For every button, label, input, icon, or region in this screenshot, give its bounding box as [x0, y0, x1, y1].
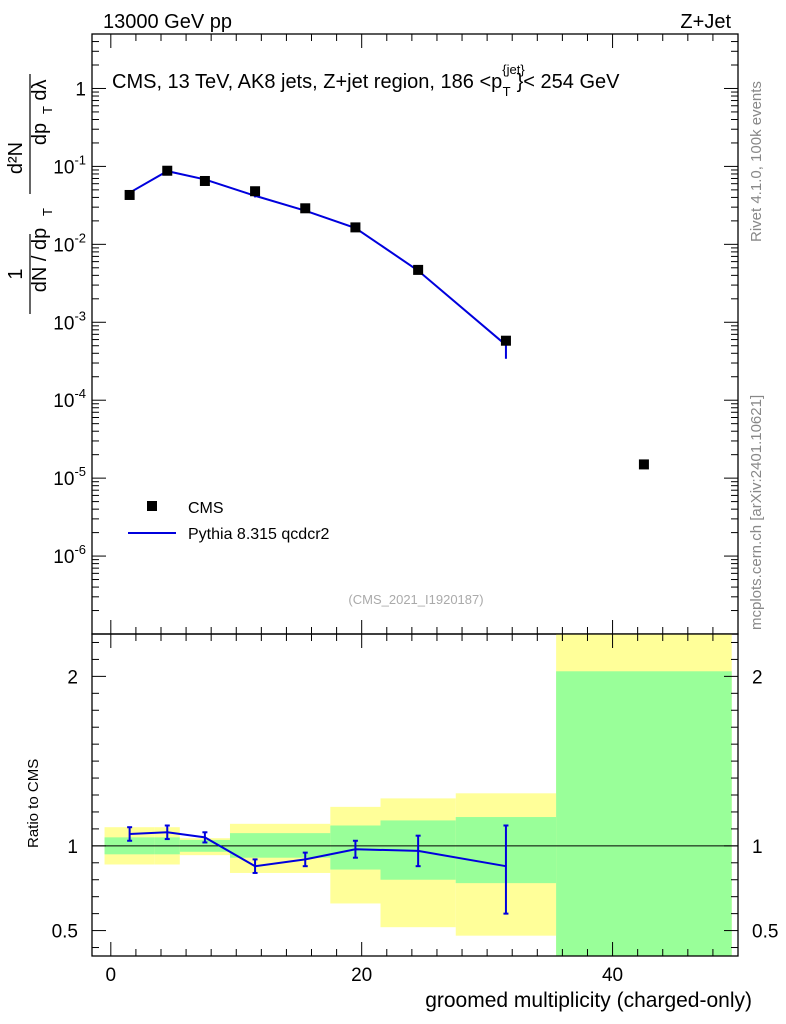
ratio-xtick-label: 20 [351, 965, 372, 986]
main-series [124, 165, 649, 470]
main-ytick-label: 1 [75, 79, 86, 100]
cms-data-point [250, 186, 261, 197]
mcplots-label: mcplots.cern.ch [arXiv:2401.10621] [748, 395, 765, 630]
legend-cms-label: CMS [188, 500, 224, 517]
cms-data-point [300, 203, 311, 214]
process-label: Z+Jet [680, 11, 731, 33]
ratio-ytick-label: 2 [67, 667, 78, 688]
cms-data-point [413, 264, 424, 275]
svg-text:dλ: dλ [29, 79, 51, 100]
cms-data-point [500, 335, 511, 346]
svg-text:d²N: d²N [5, 142, 27, 174]
ratio-ytick-label-right: 1 [752, 837, 763, 858]
svg-text:dp: dp [29, 123, 51, 145]
main-title-sup: {jet} [502, 62, 525, 77]
ratio-ytick-label-right: 0.5 [752, 922, 778, 943]
ratio-bands [104, 634, 732, 956]
cms-data-point [638, 459, 649, 470]
cms-data-point [124, 189, 135, 200]
main-plot: 1 10-1 10-2 10-3 10-4 10-5 10-6 CMS, 13 TeV, A… [5, 33, 739, 635]
rivet-label: Rivet 4.1.0, 100k events [748, 81, 765, 242]
legend: CMS Pythia 8.315 qcdcr2 [128, 500, 330, 543]
svg-text:dN / dp: dN / dp [29, 228, 51, 292]
mc-line [129, 170, 507, 346]
legend-cms-marker [147, 501, 157, 511]
main-title-tail: }< 254 GeV [517, 71, 621, 93]
energy-label: 13000 GeV pp [103, 11, 232, 33]
ratio-ylabel: Ratio to CMS [25, 759, 42, 848]
main-ytick-label: 10-4 [53, 386, 86, 412]
ratio-ytick-label: 0.5 [52, 922, 78, 943]
ratio-plot: 0.5 0.51 12 20 20 40 Ratio to CMS groomed mul… [25, 633, 778, 1012]
main-ylabel: 1 dN / dp T d²N dp T dλ [5, 74, 55, 314]
main-ytick-label: 10-1 [53, 152, 86, 178]
ratio-ytick-label: 1 [67, 837, 78, 858]
main-ytick-label: 10-5 [53, 464, 86, 490]
main-title: CMS, 13 TeV, AK8 jets, Z+jet region, 186… [112, 62, 620, 99]
cms-data-point [199, 175, 210, 186]
ratio-axes: 0.5 0.51 12 20 20 40 [52, 633, 778, 986]
main-frame [91, 33, 739, 635]
svg-text:1: 1 [5, 268, 27, 279]
ratio-series [127, 824, 509, 915]
ratio-xlabel: groomed multiplicity (charged-only) [425, 989, 752, 1012]
watermark: (CMS_2021_I1920187) [348, 592, 483, 607]
legend-pythia-label: Pythia 8.315 qcdcr2 [188, 526, 330, 543]
main-ytick-label: 10-3 [53, 308, 86, 334]
cms-data-point [350, 222, 361, 233]
main-ytick-label: 10-6 [53, 542, 86, 568]
main-axes: 1 10-1 10-2 10-3 10-4 10-5 10-6 [53, 33, 739, 635]
main-title-sub: T [503, 84, 511, 99]
ratio-band-inner [556, 671, 732, 956]
ratio-ytick-label-right: 2 [752, 667, 763, 688]
svg-text:T: T [40, 208, 55, 216]
ratio-xtick-label: 0 [106, 965, 117, 986]
cms-data-point [162, 165, 173, 176]
ratio-line [129, 831, 507, 868]
svg-text:T: T [40, 106, 55, 114]
main-ytick-label: 10-2 [53, 230, 86, 256]
ratio-xtick-label: 40 [602, 965, 623, 986]
main-title-text: CMS, 13 TeV, AK8 jets, Z+jet region, 186… [112, 71, 502, 93]
